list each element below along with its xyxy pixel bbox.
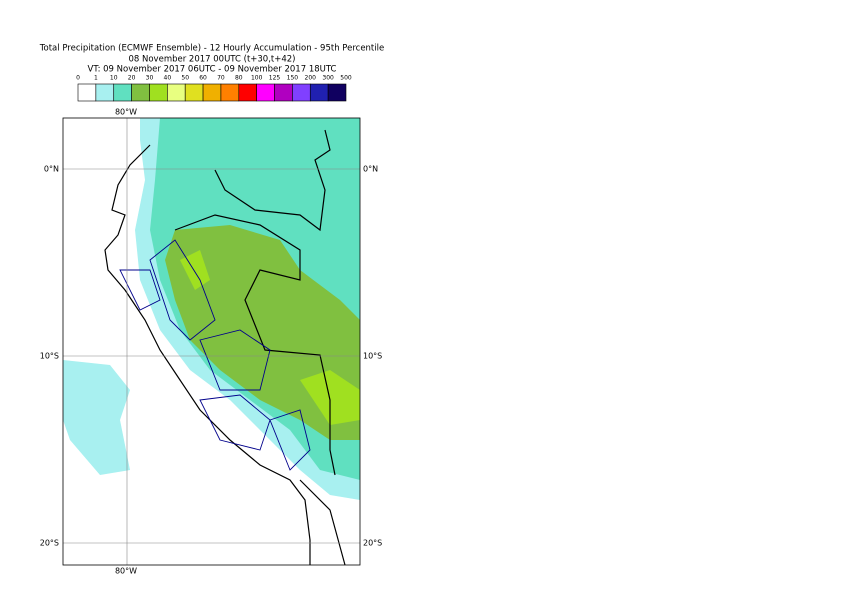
colorbar-box xyxy=(77,83,97,102)
colorbar-box xyxy=(256,83,275,102)
colorbar-box xyxy=(274,83,293,102)
colorbar-label: 20 xyxy=(128,75,136,82)
colorbar-box xyxy=(202,83,222,102)
lat-label: 0°N xyxy=(363,165,378,174)
colorbar-box xyxy=(327,83,347,102)
colorbar: 0 1 10 20 30 40 50 60 70 80 100 125 150 200 300 500 xyxy=(76,75,352,102)
colorbar-label: 40 xyxy=(164,75,172,82)
precip-field xyxy=(63,118,360,500)
colorbar-box xyxy=(149,83,168,102)
colorbar-label: 50 xyxy=(181,75,189,82)
colorbar-box xyxy=(113,83,132,102)
colorbar-box xyxy=(220,83,240,102)
colorbar-box xyxy=(95,83,115,102)
lon-label: 80°W xyxy=(115,567,137,576)
colorbar-label: 150 xyxy=(287,75,299,82)
lat-label: 20°S xyxy=(40,539,59,548)
colorbar-label: 10 xyxy=(110,75,118,82)
borders xyxy=(104,129,346,566)
colorbar-label: 300 xyxy=(322,75,334,82)
colorbar-label: 500 xyxy=(340,75,352,82)
map-frame xyxy=(62,117,361,566)
regions xyxy=(119,239,311,471)
colorbar-label: 0 xyxy=(76,75,80,82)
lat-label: 20°S xyxy=(363,539,382,548)
colorbar-label: 30 xyxy=(146,75,154,82)
graticule xyxy=(63,118,360,565)
colorbar-box xyxy=(131,83,150,102)
lat-label: 10°S xyxy=(40,352,59,361)
lon-label: 80°W xyxy=(115,108,137,117)
colorbar-box xyxy=(292,83,311,102)
colorbar-label: 125 xyxy=(269,75,281,82)
colorbar-label: 1 xyxy=(94,75,98,82)
colorbar-label: 60 xyxy=(199,75,207,82)
title-line: 08 November 2017 00UTC (t+30,t+42) xyxy=(128,55,295,65)
title-line: Total Precipitation (ECMWF Ensemble) - 1… xyxy=(39,44,384,54)
lat-label: 10°S xyxy=(363,352,382,361)
colorbar-box xyxy=(184,83,204,102)
colorbar-box xyxy=(309,83,329,102)
colorbar-label: 100 xyxy=(251,75,263,82)
colorbar-label: 80 xyxy=(235,75,243,82)
map: 80°W 80°W 0°N 0°N 10°S 10°S 20°S 20°S xyxy=(40,108,383,576)
colorbar-box xyxy=(167,83,186,102)
colorbar-label: 200 xyxy=(305,75,317,82)
colorbar-label: 70 xyxy=(217,75,225,82)
lat-label: 0°N xyxy=(44,165,59,174)
title-line: VT: 09 November 2017 06UTC - 09 November… xyxy=(88,65,337,75)
colorbar-box xyxy=(238,83,257,102)
